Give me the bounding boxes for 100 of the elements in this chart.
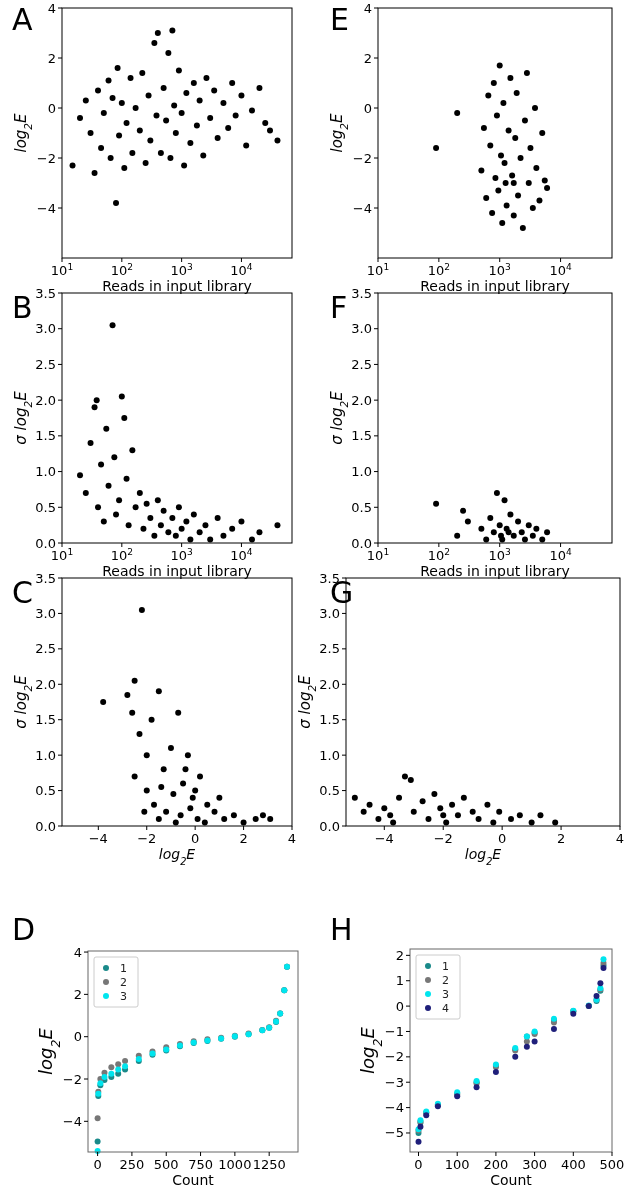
y-tick-label: 1.5: [319, 712, 340, 728]
x-tick-label: 500: [599, 1157, 625, 1172]
x-tick-label: 2: [239, 831, 248, 846]
y-tick-label: 0: [363, 100, 372, 116]
x-tick-label: 10$^{3}$: [488, 547, 512, 563]
y-tick-label: 4: [73, 944, 82, 960]
x-tick-label: 10$^{1}$: [366, 262, 390, 278]
legend-label: 4: [442, 1002, 449, 1015]
x-axis-title: log$_{2}$E: [464, 846, 502, 867]
chart-title: E: [330, 2, 349, 37]
y-tick-label: 0: [395, 998, 404, 1014]
y-tick-label: −5: [384, 1125, 404, 1141]
x-tick-label: −2: [433, 831, 453, 846]
y-tick-label: 0.5: [319, 783, 340, 799]
y-tick-label: 3.0: [319, 605, 340, 621]
x-tick-label: 250: [119, 1157, 145, 1172]
y-tick-label: 0.5: [35, 783, 56, 799]
x-tick-label: 2: [556, 831, 566, 846]
y-tick-label: 2: [73, 986, 82, 1002]
legend-label: 3: [120, 990, 127, 1003]
x-tick-label: 10$^{3}$: [170, 262, 194, 278]
y-tick-label: 4: [363, 0, 372, 16]
x-tick-label: 10$^{2}$: [110, 262, 133, 278]
y-tick-label: −2: [36, 150, 56, 166]
x-axis-title: log$_{2}$E: [158, 846, 196, 867]
x-tick-label: 10$^{1}$: [50, 262, 74, 278]
x-axis-title: Reads in input library: [102, 278, 252, 294]
y-tick-label: 1.5: [35, 712, 56, 728]
x-tick-label: 4: [287, 831, 297, 846]
y-tick-label: 3.5: [351, 285, 372, 301]
x-axis-title: Reads in input library: [420, 278, 570, 294]
x-tick-label: 10$^{3}$: [488, 262, 512, 278]
y-tick-label: 4: [47, 0, 56, 16]
legend-label: 1: [120, 962, 127, 975]
chart-title: C: [12, 575, 33, 610]
x-axis-title: Count: [490, 1172, 533, 1188]
y-tick-label: 1.0: [35, 747, 56, 763]
y-tick-label: 0.0: [35, 818, 56, 834]
x-tick-label: 400: [560, 1157, 586, 1172]
y-tick-label: 2.0: [351, 392, 372, 408]
x-tick-label: −4: [88, 831, 108, 846]
chart-title: B: [12, 290, 33, 325]
y-tick-label: 1.5: [35, 428, 56, 444]
y-tick-label: 1.0: [351, 464, 372, 480]
x-tick-label: 0: [191, 831, 200, 846]
y-tick-label: −4: [62, 1113, 82, 1129]
x-tick-label: −4: [374, 831, 394, 846]
x-tick-label: 0: [498, 831, 507, 846]
y-tick-label: 0.5: [351, 499, 372, 515]
y-tick-label: −4: [352, 200, 372, 216]
x-tick-label: 1000: [218, 1157, 252, 1172]
x-axis-title: Reads in input library: [102, 563, 252, 579]
y-tick-label: 1.5: [351, 428, 372, 444]
x-tick-label: 1250: [252, 1157, 286, 1172]
legend-label: 2: [120, 976, 127, 989]
y-tick-label: 0.0: [319, 818, 340, 834]
y-tick-label: 2.5: [35, 356, 56, 372]
y-tick-label: 2.5: [351, 356, 372, 372]
x-axis-title: Reads in input library: [420, 563, 570, 579]
y-tick-label: −2: [384, 1049, 404, 1065]
y-tick-label: 0: [47, 100, 56, 116]
x-tick-label: 10$^{4}$: [549, 547, 572, 563]
y-tick-label: −2: [352, 150, 372, 166]
x-tick-label: 4: [615, 831, 625, 846]
x-tick-label: 300: [522, 1157, 548, 1172]
y-tick-label: −4: [384, 1100, 404, 1116]
x-tick-label: 10$^{2}$: [110, 547, 133, 563]
y-tick-label: 1.0: [319, 747, 340, 763]
x-tick-label: 10$^{2}$: [427, 547, 451, 563]
x-tick-label: 0: [93, 1157, 102, 1172]
y-tick-label: 3.0: [35, 605, 56, 621]
y-tick-label: 2.0: [319, 676, 340, 692]
y-tick-label: 1: [395, 973, 404, 989]
y-tick-label: 2: [47, 50, 56, 66]
y-tick-label: 3.0: [351, 321, 372, 337]
y-tick-label: −2: [62, 1071, 82, 1087]
x-tick-label: 10$^{4}$: [549, 262, 572, 278]
y-tick-label: 3.0: [35, 321, 56, 337]
x-tick-label: 10$^{2}$: [427, 262, 451, 278]
x-tick-label: 0: [414, 1157, 423, 1172]
x-tick-label: 200: [483, 1157, 509, 1172]
y-tick-label: 3.5: [35, 285, 56, 301]
x-tick-label: 10$^{4}$: [230, 547, 253, 563]
y-tick-label: 0.5: [35, 499, 56, 515]
y-tick-label: 2: [395, 947, 404, 963]
y-tick-label: 0: [73, 1029, 82, 1045]
legend-label: 3: [442, 988, 449, 1001]
x-tick-label: 10$^{4}$: [230, 262, 253, 278]
chart-title: F: [330, 290, 348, 325]
x-tick-label: −2: [137, 831, 157, 846]
y-tick-label: 1.0: [35, 464, 56, 480]
y-tick-label: −1: [384, 1023, 404, 1039]
y-tick-label: 2.0: [35, 676, 56, 692]
y-tick-label: 2.5: [35, 641, 56, 657]
y-tick-label: 2.0: [35, 392, 56, 408]
y-tick-label: 3.5: [35, 570, 56, 586]
chart-title: H: [330, 912, 353, 947]
x-tick-label: 10$^{3}$: [170, 547, 194, 563]
legend-label: 1: [442, 960, 449, 973]
y-tick-label: −3: [384, 1074, 404, 1090]
